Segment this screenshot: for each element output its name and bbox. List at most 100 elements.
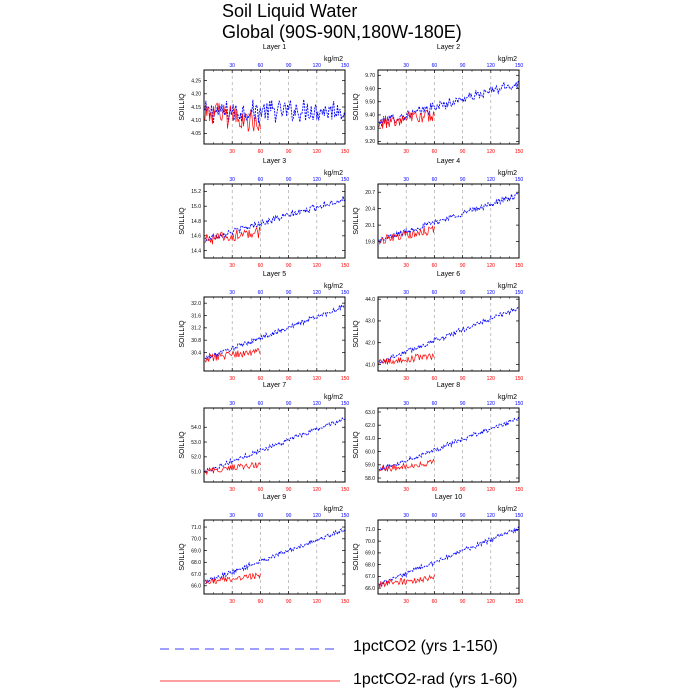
panel-frame xyxy=(203,183,346,259)
y-tick-label: 68.0 xyxy=(365,562,375,568)
x-tick-label-bottom: 150 xyxy=(515,376,524,382)
y-axis-label: SOILLIQ xyxy=(179,431,186,459)
x-tick-label-bottom: 60 xyxy=(432,599,438,605)
x-tick-label-top: 150 xyxy=(341,177,350,183)
x-tick-label-top: 30 xyxy=(403,177,409,183)
legend-label-1pctco2: 1pctCO2 (yrs 1-150) xyxy=(353,638,498,655)
y-axis-label: SOILLIQ xyxy=(179,543,186,571)
figure-title: Soil Liquid Water Global (90S-90N,180W-1… xyxy=(222,1,462,43)
units-label: kg/m2 xyxy=(498,56,517,63)
y-tick-label: 67.0 xyxy=(191,572,201,578)
panel-title: Layer 2 xyxy=(437,44,460,51)
x-tick-label-top: 90 xyxy=(286,290,292,296)
panel-title: Layer 6 xyxy=(437,271,460,278)
x-tick-label-bottom: 60 xyxy=(432,263,438,269)
x-tick-label-top: 90 xyxy=(460,513,466,519)
y-tick-label: 43.0 xyxy=(365,319,375,325)
series-1pctco2-line xyxy=(378,193,520,245)
panel-title: Layer 4 xyxy=(437,158,460,165)
x-tick-label-bottom: 30 xyxy=(403,149,409,155)
y-tick-label: 66.0 xyxy=(365,586,375,592)
panel-frame xyxy=(203,407,346,483)
x-tick-label-top: 150 xyxy=(515,401,524,407)
series-1pctco2-rad-line xyxy=(378,574,435,589)
y-tick-label: 42.0 xyxy=(365,341,375,347)
y-tick-label: 54.0 xyxy=(191,425,201,431)
x-tick-label-top: 150 xyxy=(515,290,524,296)
x-tick-label-top: 150 xyxy=(515,177,524,183)
panel-7: Layer 7 kg/m2 SOILLIQ 30 60 90 120 150 30 60 90 120… xyxy=(179,382,349,493)
x-tick-label-bottom: 150 xyxy=(341,149,350,155)
x-tick-label-top: 60 xyxy=(258,401,264,407)
panel-9: Layer 9 kg/m2 SOILLIQ 30 60 90 120 150 30 60 90 120… xyxy=(179,494,349,605)
panel-5: Layer 5 kg/m2 SOILLIQ 30 60 90 120 150 30 60 90 120… xyxy=(179,271,349,382)
x-tick-label-bottom: 60 xyxy=(258,487,264,493)
x-tick-label-bottom: 30 xyxy=(229,149,235,155)
x-tick-label-top: 120 xyxy=(487,401,496,407)
x-tick-label-bottom: 90 xyxy=(460,376,466,382)
y-tick-label: 14.8 xyxy=(191,219,201,225)
x-tick-label-bottom: 60 xyxy=(432,376,438,382)
x-tick-label-top: 30 xyxy=(229,177,235,183)
series-1pctco2-rad-line xyxy=(204,102,261,132)
x-tick-label-top: 30 xyxy=(229,401,235,407)
series-1pctco2-rad-line xyxy=(204,572,261,585)
x-tick-label-bottom: 90 xyxy=(286,599,292,605)
x-tick-label-bottom: 150 xyxy=(515,599,524,605)
y-axis-label: SOILLIQ xyxy=(353,320,360,348)
x-tick-label-top: 90 xyxy=(286,401,292,407)
x-tick-label-bottom: 150 xyxy=(515,487,524,493)
x-tick-label-bottom: 60 xyxy=(258,263,264,269)
panel-title: Layer 7 xyxy=(263,382,286,389)
units-label: kg/m2 xyxy=(498,283,517,290)
x-tick-label-top: 120 xyxy=(313,401,322,407)
x-tick-label-top: 120 xyxy=(487,63,496,69)
x-tick-label-top: 90 xyxy=(460,63,466,69)
y-axis-label: SOILLIQ xyxy=(179,93,186,121)
x-tick-label-bottom: 90 xyxy=(286,487,292,493)
panel-frame xyxy=(377,296,520,372)
y-tick-label: 60.0 xyxy=(365,449,375,455)
x-tick-label-bottom: 90 xyxy=(460,599,466,605)
x-tick-label-top: 90 xyxy=(460,177,466,183)
y-tick-label: 62.0 xyxy=(365,423,375,429)
y-tick-label: 63.0 xyxy=(365,410,375,416)
x-tick-label-bottom: 90 xyxy=(460,263,466,269)
x-tick-label-bottom: 120 xyxy=(487,263,496,269)
series-1pctco2-line xyxy=(204,196,346,242)
units-label: kg/m2 xyxy=(324,56,343,63)
y-tick-label: 67.0 xyxy=(365,574,375,580)
x-tick-label-bottom: 30 xyxy=(229,599,235,605)
y-tick-label: 9.50 xyxy=(365,100,375,106)
units-label: kg/m2 xyxy=(324,394,343,401)
x-tick-label-bottom: 120 xyxy=(313,263,322,269)
x-tick-label-top: 150 xyxy=(515,513,524,519)
y-tick-label: 20.1 xyxy=(365,223,375,229)
y-tick-label: 14.6 xyxy=(191,234,201,240)
panel-title: Layer 3 xyxy=(263,158,286,165)
y-tick-label: 31.6 xyxy=(191,313,201,319)
y-tick-label: 9.70 xyxy=(365,73,375,79)
y-tick-label: 4.10 xyxy=(191,118,201,124)
x-tick-label-bottom: 30 xyxy=(229,376,235,382)
x-tick-label-top: 30 xyxy=(403,290,409,296)
x-tick-label-bottom: 30 xyxy=(403,487,409,493)
units-label: kg/m2 xyxy=(498,394,517,401)
series-1pctco2-rad-line xyxy=(204,348,261,363)
panel-frame xyxy=(203,519,346,595)
x-tick-label-bottom: 60 xyxy=(258,376,264,382)
series-1pctco2-rad-line xyxy=(378,109,435,129)
x-tick-label-bottom: 30 xyxy=(229,487,235,493)
x-tick-label-top: 120 xyxy=(313,63,322,69)
x-tick-label-top: 30 xyxy=(403,401,409,407)
x-tick-label-top: 120 xyxy=(487,513,496,519)
series-1pctco2-rad-line xyxy=(378,353,435,365)
x-tick-label-bottom: 120 xyxy=(487,149,496,155)
y-tick-label: 70.0 xyxy=(191,537,201,543)
x-tick-label-top: 60 xyxy=(258,513,264,519)
series-1pctco2-line xyxy=(204,303,346,361)
x-tick-label-top: 120 xyxy=(313,177,322,183)
y-tick-label: 70.0 xyxy=(365,539,375,545)
series-1pctco2-line xyxy=(378,416,520,472)
y-tick-label: 30.4 xyxy=(191,350,201,356)
